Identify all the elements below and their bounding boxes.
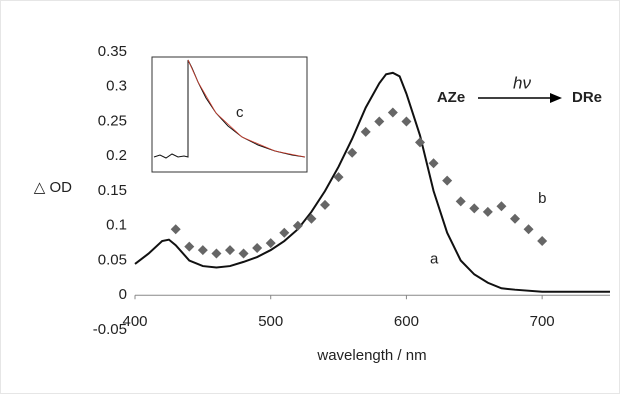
x-tick-label: 700 xyxy=(530,313,555,330)
x-tick-label: 600 xyxy=(394,313,419,330)
marker xyxy=(360,126,371,137)
marker xyxy=(292,220,303,231)
marker xyxy=(374,116,385,127)
y-axis-label: △ OD xyxy=(34,179,72,196)
y-tick-label: 0.3 xyxy=(106,78,127,95)
y-tick-label: 0.05 xyxy=(98,251,127,268)
marker xyxy=(401,116,412,127)
marker xyxy=(537,236,548,247)
annotation: DRe xyxy=(572,89,602,106)
marker xyxy=(469,203,480,214)
x-tick-label: 400 xyxy=(122,313,147,330)
marker xyxy=(523,224,534,235)
marker xyxy=(510,213,520,224)
y-tick-label: 0.15 xyxy=(98,182,127,199)
series-label: a xyxy=(430,251,439,268)
annotation: AZe xyxy=(437,89,465,106)
marker xyxy=(415,137,425,148)
x-axis-label: wavelength / nm xyxy=(316,347,426,364)
marker xyxy=(265,238,276,249)
y-tick-label: -0.05 xyxy=(93,321,127,338)
inset-label: c xyxy=(236,104,244,121)
inset-box xyxy=(151,56,308,173)
marker xyxy=(347,147,358,158)
annotation: hν xyxy=(513,73,531,92)
inset: c xyxy=(151,56,308,173)
marker xyxy=(320,199,330,210)
marker xyxy=(442,175,453,186)
y-tick-label: 0.1 xyxy=(106,217,127,234)
y-tick-label: 0.2 xyxy=(106,147,127,164)
y-tick-label: 0 xyxy=(119,286,127,303)
line xyxy=(134,71,610,293)
marker xyxy=(279,227,290,238)
marker xyxy=(225,245,235,256)
arrow-head xyxy=(550,93,562,103)
marker xyxy=(387,107,398,118)
marker xyxy=(170,224,181,235)
marker xyxy=(211,248,222,259)
y-tick-label: 0.35 xyxy=(98,43,127,60)
x-tick-label: 500 xyxy=(258,313,283,330)
marker xyxy=(252,242,263,253)
marker xyxy=(428,158,439,169)
marker xyxy=(482,206,493,217)
marker xyxy=(455,196,466,207)
marker xyxy=(496,201,507,212)
marker xyxy=(238,248,249,259)
marker xyxy=(197,245,208,256)
marker xyxy=(306,213,317,224)
series-label: b xyxy=(538,190,546,207)
marker xyxy=(333,172,344,183)
marker xyxy=(184,241,195,252)
y-tick-label: 0.25 xyxy=(98,112,127,129)
inset-fit xyxy=(187,59,306,158)
